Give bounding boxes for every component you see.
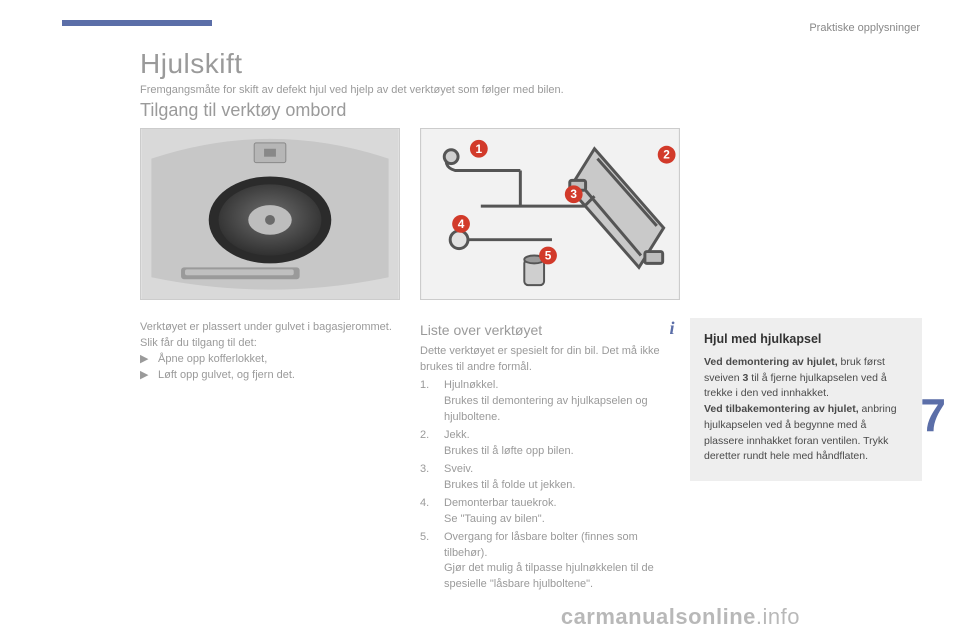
tool-num: 3. bbox=[420, 462, 434, 494]
section-subtitle: Tilgang til verktøy ombord bbox=[140, 100, 346, 121]
tool-num: 2. bbox=[420, 428, 434, 460]
figure-trunk bbox=[140, 128, 400, 300]
tool-desc: Se "Tauing av bilen". bbox=[444, 513, 545, 525]
col1-p2: Slik får du tilgang til det: bbox=[140, 336, 400, 352]
tool-num: 4. bbox=[420, 496, 434, 528]
intro-text: Fremgangsmåte for skift av defekt hjul v… bbox=[140, 84, 564, 96]
tool-list-heading: Liste over verktøyet bbox=[420, 320, 680, 340]
infobox-p1: Ved demontering av hjulet, bruk først sv… bbox=[704, 355, 908, 402]
infobox-heading: Hjul med hjulkapsel bbox=[704, 330, 908, 349]
tool-desc: Brukes til å løfte opp bilen. bbox=[444, 445, 574, 457]
callout-3: 3 bbox=[570, 187, 577, 201]
infobox-p2-lead: Ved tilbakemontering av hjulet, bbox=[704, 403, 859, 415]
watermark-a: carmanualsonline bbox=[561, 604, 756, 629]
info-box: Hjul med hjulkapsel Ved demontering av h… bbox=[690, 318, 922, 481]
tool-item-1: 1. Hjulnøkkel. Brukes til demontering av … bbox=[420, 378, 680, 426]
tool-item-5: 5. Overgang for låsbare bolter (finnes s… bbox=[420, 530, 680, 594]
tool-title: Hjulnøkkel. bbox=[444, 379, 498, 391]
tool-list-lead: Dette verktøyet er spesielt for din bil.… bbox=[420, 344, 680, 376]
tool-num: 5. bbox=[420, 530, 434, 594]
callout-2: 2 bbox=[663, 148, 670, 162]
col-middle: Liste over verktøyet Dette verktøyet er … bbox=[420, 320, 680, 593]
bullet-arrow-icon: ▶ bbox=[140, 352, 152, 368]
tool-desc: Brukes til å folde ut jekken. bbox=[444, 479, 575, 491]
tool-desc: Brukes til demontering av hjulkapselen o… bbox=[444, 395, 648, 423]
infobox-p1-lead: Ved demontering av hjulet, bbox=[704, 356, 838, 368]
col1-bullet-2: ▶ Løft opp gulvet, og fjern det. bbox=[140, 368, 400, 384]
tool-title: Sveiv. bbox=[444, 463, 473, 475]
col1-b2-text: Løft opp gulvet, og fjern det. bbox=[158, 368, 295, 384]
header-section: Praktiske opplysninger bbox=[809, 22, 920, 34]
tool-title: Demonterbar tauekrok. bbox=[444, 497, 557, 509]
callout-1: 1 bbox=[476, 142, 483, 156]
callout-4: 4 bbox=[458, 217, 465, 231]
tool-item-4: 4. Demonterbar tauekrok. Se "Tauing av bi… bbox=[420, 496, 680, 528]
col-left: Verktøyet er plassert under gulvet i bag… bbox=[140, 320, 400, 384]
col1-b1-text: Åpne opp kofferlokket, bbox=[158, 352, 267, 368]
tool-num: 1. bbox=[420, 378, 434, 426]
watermark: carmanualsonline.info bbox=[561, 604, 800, 630]
col1-p1: Verktøyet er plassert under gulvet i bag… bbox=[140, 320, 400, 336]
info-icon: i bbox=[662, 318, 682, 338]
tool-title: Jekk. bbox=[444, 429, 470, 441]
tool-desc: Gjør det mulig å tilpasse hjulnøkkelen t… bbox=[444, 562, 654, 590]
callout-5: 5 bbox=[545, 249, 552, 263]
chapter-number: 7 bbox=[920, 388, 946, 442]
tool-item-2: 2. Jekk. Brukes til å løfte opp bilen. bbox=[420, 428, 680, 460]
tool-item-3: 3. Sveiv. Brukes til å folde ut jekken. bbox=[420, 462, 680, 494]
accent-bar bbox=[62, 20, 212, 26]
tool-title: Overgang for låsbare bolter (finnes som … bbox=[444, 531, 638, 559]
col1-bullet-1: ▶ Åpne opp kofferlokket, bbox=[140, 352, 400, 368]
bullet-arrow-icon: ▶ bbox=[140, 368, 152, 384]
page-title: Hjulskift bbox=[140, 48, 243, 80]
figure-tools: 1 2 3 4 5 bbox=[420, 128, 680, 300]
infobox-p2: Ved tilbakemontering av hjulet, anbring … bbox=[704, 402, 908, 465]
watermark-b: .info bbox=[756, 604, 800, 629]
